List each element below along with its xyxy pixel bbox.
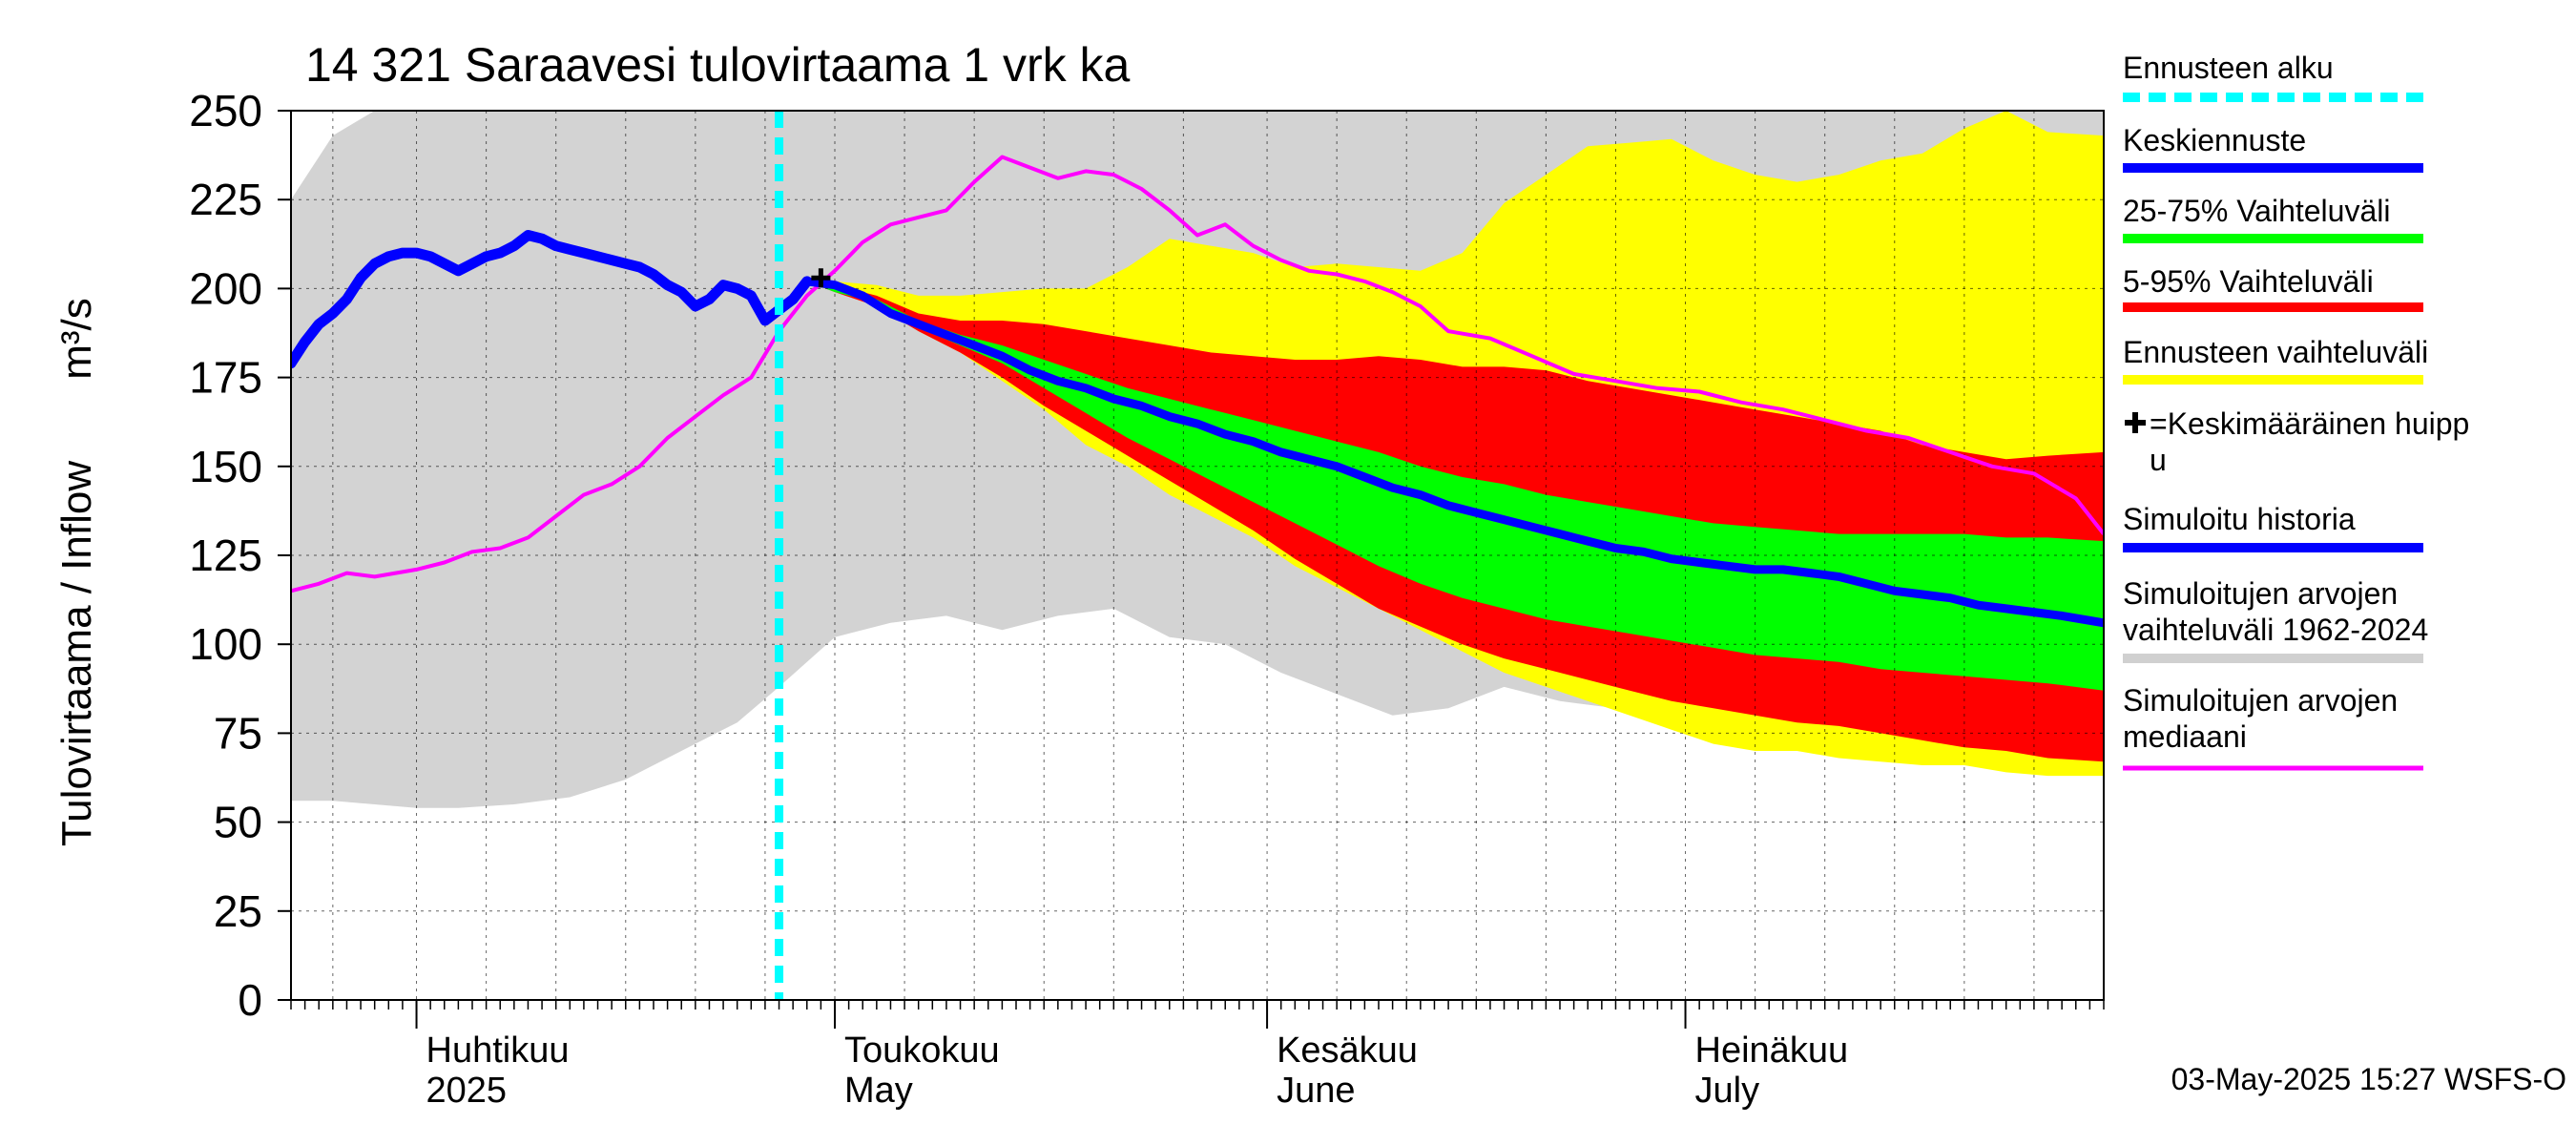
legend-peak-marker — [2125, 412, 2146, 433]
legend-label: =Keskimääräinen huipp — [2150, 406, 2469, 441]
median-simulated-line — [291, 155, 2104, 593]
legend-label: mediaani — [2123, 719, 2247, 754]
y-tick-label: 200 — [189, 263, 262, 313]
chart-title: 14 321 Saraavesi tulovirtaama 1 vrk ka — [305, 38, 1131, 92]
legend-label: Simuloitujen arvojen — [2123, 683, 2398, 718]
band-25-75 — [806, 281, 2104, 691]
y-tick-label: 175 — [189, 353, 262, 403]
month-label-fi: Kesäkuu — [1277, 1030, 1418, 1071]
legend-label: u — [2150, 443, 2167, 477]
plot-clip-group — [291, 111, 2104, 1000]
legend-label: 5-95% Vaihteluväli — [2123, 264, 2374, 299]
y-tick-label: 25 — [214, 886, 262, 936]
legend-label: Ennusteen alku — [2123, 51, 2334, 85]
month-label-en: July — [1695, 1071, 1760, 1111]
month-label-fi: Toukokuu — [844, 1030, 1000, 1071]
y-tick-label: 0 — [238, 975, 262, 1025]
legend-label: Ennusteen vaihteluväli — [2123, 335, 2428, 369]
simulated-history-line — [291, 230, 813, 369]
plot-area — [291, 111, 2104, 1000]
axes: 0 25 50 75 100 125 150 175 200 225 250 Huhtikuu2025… — [189, 86, 2105, 1111]
y-tick-label: 50 — [214, 798, 262, 847]
legend-label: Simuloitujen arvojen — [2123, 576, 2398, 611]
month-label-en: May — [844, 1071, 913, 1111]
month-label-fi: Heinäkuu — [1695, 1030, 1849, 1071]
average-peak-marker — [811, 268, 831, 288]
y-tick-label: 125 — [189, 531, 262, 580]
legend-label: 25-75% Vaihteluväli — [2123, 194, 2390, 228]
month-label-fi: Huhtikuu — [426, 1030, 570, 1071]
y-axis-unit: m³/s — [53, 298, 100, 380]
legend-label: vaihteluväli 1962-2024 — [2123, 613, 2428, 647]
y-tick-label: 250 — [189, 86, 262, 135]
grid-lines — [291, 111, 2104, 1000]
y-axis-title: Tulovirtaama / Inflow — [53, 461, 100, 847]
month-label-en: 2025 — [426, 1071, 508, 1111]
legend-label: Simuloitu historia — [2123, 502, 2356, 536]
legend-label: Keskiennuste — [2123, 123, 2306, 157]
y-tick-label: 225 — [189, 175, 262, 224]
mean-forecast-line — [802, 277, 2104, 628]
timestamp-footer: 03-May-2025 15:27 WSFS-O — [2171, 1062, 2566, 1096]
legend: Ennusteen alku Keskiennuste 25-75% Vaihtel… — [2123, 51, 2469, 771]
y-tick-label: 150 — [189, 442, 262, 491]
y-tick-label: 75 — [214, 708, 262, 758]
month-label-en: June — [1277, 1071, 1355, 1111]
y-tick-label: 100 — [189, 619, 262, 669]
